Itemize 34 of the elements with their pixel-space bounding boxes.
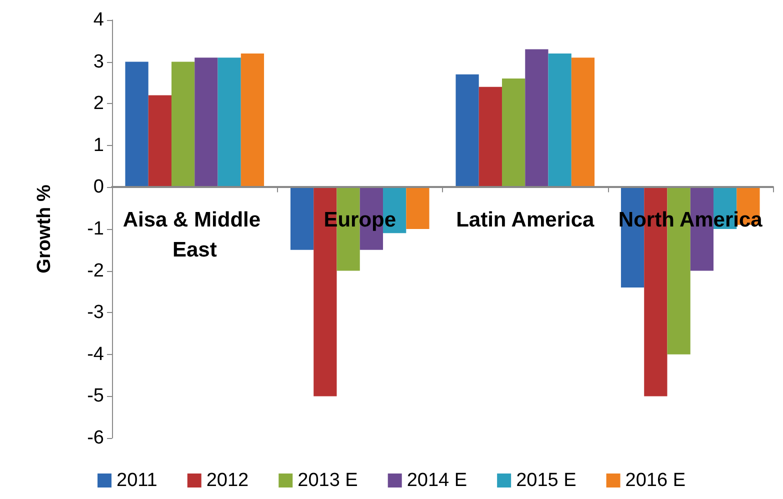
bar [148,95,172,188]
y-tick-label: -6 [87,428,104,448]
y-tick-label: -2 [87,260,104,282]
x-tick-label: Latin America [456,208,594,232]
legend-label: 2013 E [298,470,358,491]
bar [502,78,526,188]
bar [478,86,502,188]
bar [125,62,148,188]
bar [548,53,572,188]
legend-label: 2014 E [406,470,468,491]
bar [240,53,264,188]
y-tick-label: 4 [93,10,104,30]
y-tick-label: -4 [87,344,104,365]
y-axis-title: Growth % [34,184,55,274]
bar [406,187,430,229]
bar [571,58,595,188]
bar [194,58,218,188]
legend-label: 2015 E [516,470,576,491]
y-tick-label: 3 [93,51,104,72]
bar [171,62,195,188]
bar [525,49,548,188]
y-tick-label: 0 [93,176,104,198]
y-tick-label: 2 [93,93,104,114]
legend-label: 2012 [206,470,249,491]
legend-label: 2016 E [625,470,686,491]
x-tick-label: Aisa & Middle East [122,208,266,262]
y-tick-label: 1 [93,134,104,156]
bar [290,187,314,250]
y-tick-label: -3 [87,302,104,324]
bar [456,74,479,188]
y-tick-label: -1 [87,218,104,240]
bar [218,58,241,188]
y-tick-label: -5 [87,386,104,407]
legend-label: 2011 [116,470,158,491]
